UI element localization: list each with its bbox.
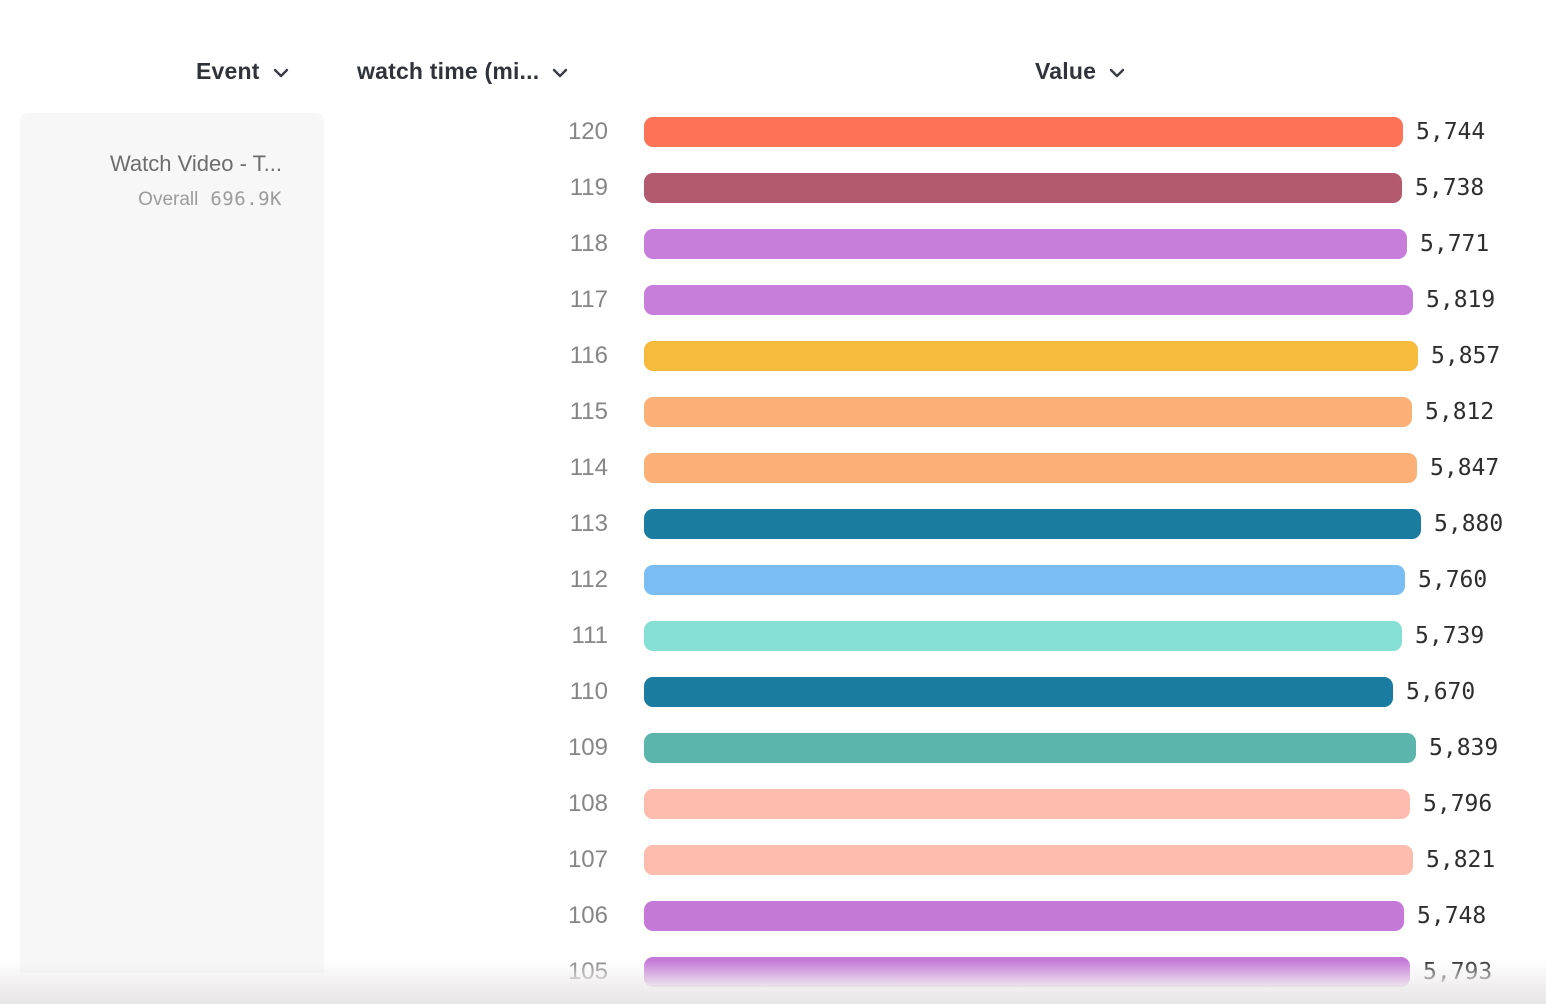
bar-segment[interactable] — [644, 285, 1413, 315]
chart-row: 110 5,670 — [540, 664, 1546, 720]
bar-segment[interactable] — [644, 789, 1410, 819]
bar-value-label: 5,771 — [1420, 231, 1490, 257]
bar-segment[interactable] — [644, 901, 1404, 931]
chevron-down-icon — [1109, 68, 1125, 78]
chart-row: 105 5,793 — [540, 944, 1546, 1000]
bar-category-label: 115 — [569, 398, 608, 425]
chart-row: 112 5,760 — [540, 552, 1546, 608]
bar-category-label: 109 — [567, 734, 608, 761]
bar-category-label: 112 — [569, 566, 608, 593]
bar-segment[interactable] — [644, 117, 1403, 147]
bar-value-label: 5,744 — [1416, 119, 1486, 145]
chart-row: 106 5,748 — [540, 888, 1546, 944]
bar-value-label: 5,819 — [1426, 287, 1496, 313]
bar-value-label: 5,857 — [1431, 343, 1501, 369]
bar-segment[interactable] — [644, 509, 1421, 539]
event-legend-panel: Watch Video - T... Overall 696.9K — [20, 113, 324, 973]
bar-value-label: 5,670 — [1406, 679, 1476, 705]
bar-value-label: 5,839 — [1429, 735, 1499, 761]
bar-segment[interactable] — [644, 733, 1416, 763]
bar-category-label: 116 — [569, 342, 608, 369]
chart-row: 111 5,739 — [540, 608, 1546, 664]
chart-row: 118 5,771 — [540, 216, 1546, 272]
chart-row: 115 5,812 — [540, 384, 1546, 440]
bar-segment[interactable] — [644, 565, 1405, 595]
bar-segment[interactable] — [644, 957, 1410, 987]
bar-segment[interactable] — [644, 453, 1417, 483]
bar-category-label: 118 — [569, 230, 608, 257]
chart-row: 116 5,857 — [540, 328, 1546, 384]
event-column-dropdown[interactable]: Event — [196, 58, 289, 85]
bar-value-label: 5,739 — [1415, 623, 1485, 649]
chart-row: 107 5,821 — [540, 832, 1546, 888]
bar-value-label: 5,812 — [1425, 399, 1495, 425]
chevron-down-icon — [273, 68, 289, 78]
bar-segment[interactable] — [644, 229, 1407, 259]
bar-segment[interactable] — [644, 173, 1402, 203]
chart-row: 119 5,738 — [540, 160, 1546, 216]
chart-row: 120 5,744 — [540, 104, 1546, 160]
bar-value-label: 5,880 — [1434, 511, 1504, 537]
bar-category-label: 106 — [567, 902, 608, 929]
chart-row: 109 5,839 — [540, 720, 1546, 776]
chevron-down-icon — [552, 68, 568, 78]
bar-value-label: 5,796 — [1423, 791, 1493, 817]
bar-value-label: 5,793 — [1423, 959, 1493, 985]
bar-segment[interactable] — [644, 397, 1412, 427]
bar-value-label: 5,760 — [1418, 567, 1488, 593]
value-column-label: Value — [1035, 58, 1097, 84]
event-title: Watch Video - T... — [109, 151, 282, 176]
bar-segment[interactable] — [644, 677, 1393, 707]
bar-segment[interactable] — [644, 621, 1402, 651]
event-column-label: Event — [196, 58, 260, 84]
bar-category-label: 114 — [569, 454, 608, 481]
value-column-dropdown[interactable]: Value — [1035, 58, 1125, 85]
chart-row: 113 5,880 — [540, 496, 1546, 552]
chart-row: 108 5,796 — [540, 776, 1546, 832]
bar-value-label: 5,748 — [1417, 903, 1487, 929]
bar-category-label: 111 — [571, 622, 608, 649]
bar-category-label: 108 — [567, 790, 608, 817]
bar-segment[interactable] — [644, 845, 1413, 875]
bar-category-label: 107 — [567, 846, 608, 873]
chart-row: 114 5,847 — [540, 440, 1546, 496]
overall-label: Overall — [138, 189, 199, 210]
bar-chart: 120 5,744 119 5,738 118 5,771 117 5,819 116 5,857… — [540, 104, 1546, 1000]
breakdown-column-label: watch time (mi... — [357, 58, 540, 84]
legend-item-watch-video[interactable]: Watch Video - T... Overall 696.9K — [20, 113, 324, 213]
bar-category-label: 117 — [569, 286, 608, 313]
bar-category-label: 110 — [569, 678, 608, 705]
breakdown-column-dropdown[interactable]: watch time (mi... — [357, 58, 568, 85]
bar-category-label: 120 — [567, 118, 608, 145]
bar-value-label: 5,738 — [1415, 175, 1485, 201]
bar-category-label: 113 — [569, 510, 608, 537]
chart-row: 117 5,819 — [540, 272, 1546, 328]
overall-value: 696.9K — [210, 188, 282, 210]
bar-category-label: 119 — [569, 174, 608, 201]
bar-value-label: 5,847 — [1430, 455, 1500, 481]
event-overall-row: Overall 696.9K — [20, 186, 282, 213]
bar-value-label: 5,821 — [1426, 847, 1496, 873]
bar-segment[interactable] — [644, 341, 1418, 371]
bar-category-label: 105 — [567, 958, 608, 985]
